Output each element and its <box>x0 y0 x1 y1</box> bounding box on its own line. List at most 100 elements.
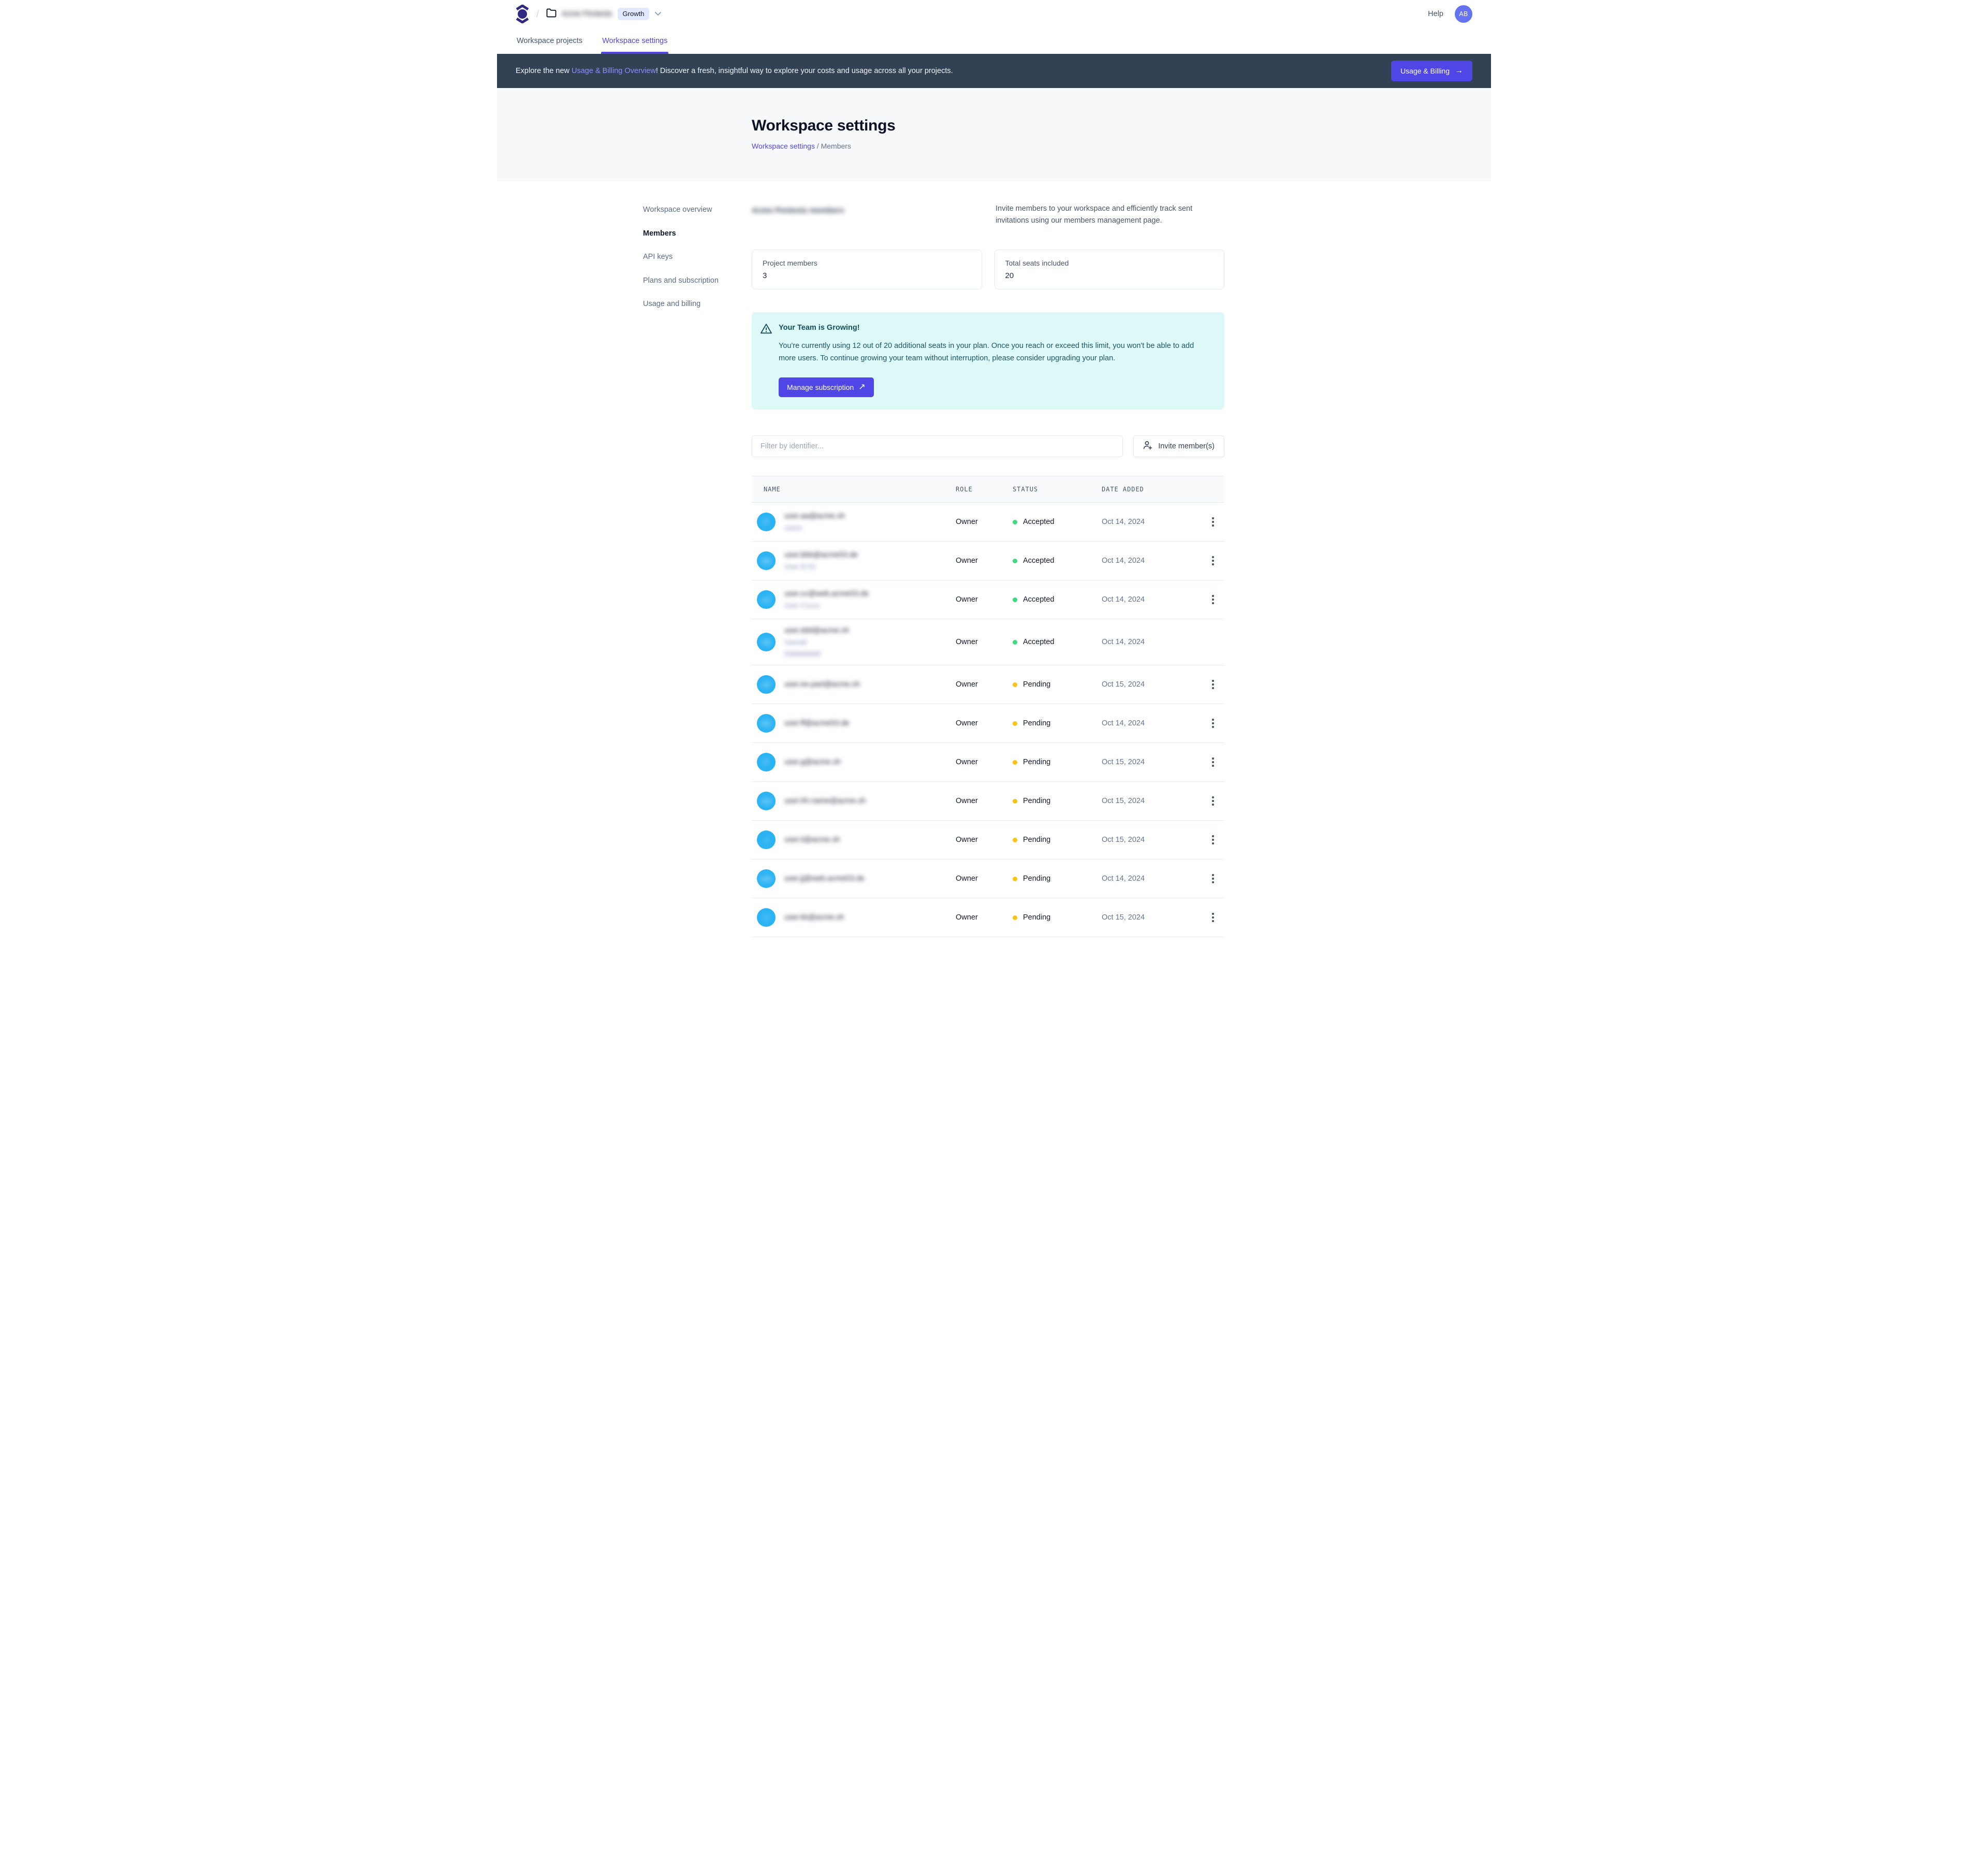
member-name-cell: P user.aa@acme.sh usera <box>752 512 956 532</box>
member-menu-cell <box>1209 792 1231 810</box>
breadcrumb-workspace-settings-link[interactable]: Workspace settings <box>752 142 815 150</box>
member-role: Owner <box>956 557 978 565</box>
table-row: V user.kk@acme.sh Owner Pending Oct 15, … <box>752 898 1224 938</box>
member-role: Owner <box>956 595 978 604</box>
member-date-added: Oct 14, 2024 <box>1102 719 1145 728</box>
member-status: Pending <box>1013 874 1102 883</box>
status-label: Pending <box>1023 758 1051 767</box>
row-kebab-menu-icon[interactable] <box>1209 513 1217 531</box>
member-date-added: Oct 15, 2024 <box>1102 680 1145 689</box>
sidebar-item[interactable]: Workspace overview <box>643 203 752 217</box>
breadcrumb: Workspace settings / Members <box>752 142 1491 150</box>
member-avatar: AM <box>757 792 776 811</box>
status-dot-icon <box>1013 639 1017 645</box>
member-avatar: AB <box>757 633 776 652</box>
member-role: Owner <box>956 638 978 647</box>
members-section-title: Acme Pentests members <box>752 206 844 215</box>
member-avatar: V <box>757 908 776 927</box>
table-row: MS user.ff@acme53.de Owner Pending Oct 1… <box>752 704 1224 744</box>
help-link[interactable]: Help <box>1428 10 1443 18</box>
invite-members-label: Invite member(s) <box>1158 442 1215 451</box>
member-status: Pending <box>1013 680 1102 689</box>
usage-billing-button-label: Usage & Billing <box>1400 67 1450 75</box>
tab[interactable]: Workspace settings <box>601 37 669 54</box>
member-avatar: P <box>757 753 776 772</box>
table-row: AB user.ddd@acme.sh Userdd Ddddddddd Owne… <box>752 619 1224 666</box>
stat-value: 3 <box>763 271 767 281</box>
member-email: user.ii@acme.sh <box>784 836 840 844</box>
member-email: user.hh.name@acme.sh <box>784 797 866 806</box>
member-avatar: HW <box>757 869 776 888</box>
row-kebab-menu-icon[interactable] <box>1209 909 1217 926</box>
members-section-description: Invite members to your workspace and eff… <box>996 205 1193 225</box>
member-role: Owner <box>956 518 978 527</box>
member-status: Pending <box>1013 719 1102 727</box>
page-header: Workspace settings Workspace settings / … <box>497 88 1491 181</box>
breadcrumb-current: Members <box>821 142 851 150</box>
member-status: Accepted <box>1013 518 1102 526</box>
members-section-header: Acme Pentests members Invite members to … <box>752 181 1224 227</box>
member-role: Owner <box>956 836 978 844</box>
member-status: Accepted <box>1013 638 1102 646</box>
member-role: Owner <box>956 797 978 806</box>
banner-text-before: Explore the new <box>516 67 572 75</box>
team-growing-notice: Your Team is Growing! You're currently u… <box>752 312 1224 410</box>
manage-subscription-label: Manage subscription <box>787 383 854 392</box>
member-secondary-name: Userdd Ddddddddd <box>784 638 821 658</box>
member-name-cell: V user.kk@acme.sh <box>752 908 956 927</box>
status-label: Accepted <box>1023 557 1055 565</box>
status-label: Pending <box>1023 913 1051 922</box>
page-title: Workspace settings <box>752 117 896 134</box>
status-label: Pending <box>1023 680 1051 689</box>
member-avatar: HP <box>757 675 776 694</box>
row-kebab-menu-icon[interactable] <box>1209 676 1217 693</box>
table-row: HW user.jj@web.acme53.de Owner Pending O… <box>752 859 1224 899</box>
workspace-name: Acme Pentests <box>562 10 612 18</box>
sidebar-item[interactable]: Plans and subscription <box>643 274 752 288</box>
row-kebab-menu-icon[interactable] <box>1209 552 1217 570</box>
table-row: P user.aa@acme.sh usera Owner Accepted O… <box>752 503 1224 542</box>
member-menu-cell <box>1209 513 1231 531</box>
invite-members-button[interactable]: Invite member(s) <box>1133 435 1224 458</box>
top-bar-actions: Help AB <box>1428 5 1472 23</box>
member-avatar: NB <box>757 551 776 571</box>
member-email: user.ee.part@acme.sh <box>784 680 860 689</box>
breadcrumb-separator: / <box>816 142 819 150</box>
member-email: user.bbb@acme53.de <box>784 551 858 560</box>
members-table-body: P user.aa@acme.sh usera Owner Accepted O… <box>752 503 1224 938</box>
status-dot-icon <box>1013 519 1017 524</box>
filter-input[interactable] <box>752 435 1123 458</box>
column-header-role: ROLE <box>956 486 973 493</box>
member-email: user.ff@acme53.de <box>784 719 850 728</box>
workspace-switcher[interactable]: Acme Pentests Growth <box>546 8 662 20</box>
member-secondary-name: User Ccccc <box>784 602 821 610</box>
manage-subscription-button[interactable]: Manage subscription ↗ <box>779 377 874 398</box>
member-role: Owner <box>956 719 978 728</box>
app-logo-icon[interactable] <box>516 5 529 23</box>
row-kebab-menu-icon[interactable] <box>1209 870 1217 887</box>
member-email: user.aa@acme.sh <box>784 512 845 521</box>
row-kebab-menu-icon[interactable] <box>1209 831 1217 849</box>
sidebar-item[interactable]: API keys <box>643 250 752 264</box>
member-menu-cell <box>1209 753 1231 771</box>
member-date-added: Oct 14, 2024 <box>1102 595 1145 604</box>
tab[interactable]: Workspace projects <box>516 37 583 54</box>
sidebar-item[interactable]: Usage and billing <box>643 297 752 311</box>
row-kebab-menu-icon[interactable] <box>1209 792 1217 810</box>
row-kebab-menu-icon[interactable] <box>1209 715 1217 732</box>
member-email: user.ddd@acme.sh <box>784 626 850 635</box>
usage-billing-button[interactable]: Usage & Billing → <box>1391 61 1472 81</box>
status-label: Accepted <box>1023 595 1055 604</box>
sidebar-item[interactable]: Members <box>643 227 752 241</box>
member-email: user.jj@web.acme53.de <box>784 874 865 883</box>
stat-card: Project members 3 <box>752 250 982 290</box>
row-kebab-menu-icon[interactable] <box>1209 591 1217 608</box>
status-label: Pending <box>1023 836 1051 844</box>
usage-billing-overview-link[interactable]: Usage & Billing Overview <box>572 67 656 75</box>
notice-title: Your Team is Growing! <box>779 324 860 332</box>
table-row: J user.ii@acme.sh Owner Pending Oct 15, … <box>752 821 1224 860</box>
member-avatar: J <box>757 830 776 850</box>
member-secondary-name: usera <box>784 524 802 532</box>
user-avatar[interactable]: AB <box>1455 5 1472 23</box>
row-kebab-menu-icon[interactable] <box>1209 753 1217 771</box>
